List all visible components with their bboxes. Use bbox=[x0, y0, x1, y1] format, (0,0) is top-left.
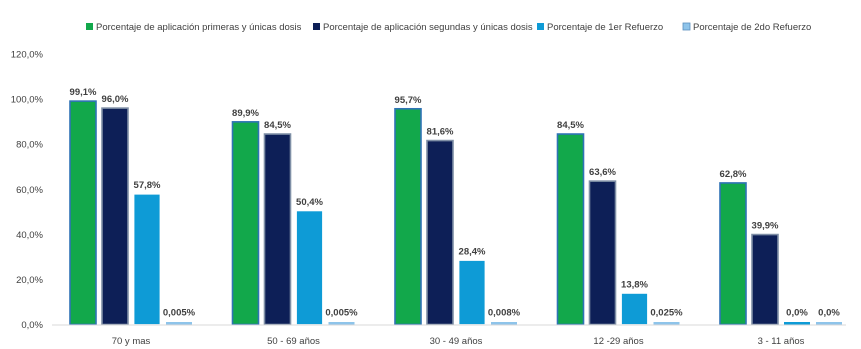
data-label: 13,8% bbox=[621, 279, 648, 290]
category-label: 3 - 11 años bbox=[758, 336, 805, 347]
bar bbox=[426, 139, 454, 326]
data-label: 81,6% bbox=[427, 127, 454, 138]
data-label: 57,8% bbox=[134, 180, 161, 191]
legend-swatch bbox=[682, 22, 691, 31]
bar bbox=[621, 292, 648, 325]
bar bbox=[328, 322, 355, 325]
y-tick-label: 80,0% bbox=[16, 140, 43, 151]
data-label: 0,005% bbox=[325, 308, 358, 319]
legend-item: Porcentaje de 1er Refuerzo bbox=[537, 22, 663, 33]
legend-item: Porcentaje de 2do Refuerzo bbox=[682, 22, 811, 33]
data-label: 39,9% bbox=[752, 221, 779, 232]
legend-item: Porcentaje de aplicación segundas y únic… bbox=[313, 22, 533, 33]
legend-label: Porcentaje de aplicación primeras y únic… bbox=[96, 22, 302, 33]
bar bbox=[263, 133, 292, 326]
category-group: 89,9% 84,5% 50,4% 0,005% bbox=[231, 108, 358, 326]
data-label: 28,4% bbox=[459, 246, 486, 257]
y-tick-label: 60,0% bbox=[16, 185, 43, 196]
bar bbox=[653, 322, 680, 325]
legend-item: Porcentaje de aplicación primeras y únic… bbox=[86, 22, 302, 33]
y-tick-label: 40,0% bbox=[16, 230, 43, 241]
category-label: 70 y mas bbox=[112, 336, 151, 347]
bar bbox=[296, 210, 323, 325]
bar bbox=[166, 322, 192, 325]
bar bbox=[231, 121, 260, 326]
bar bbox=[394, 107, 422, 326]
data-label: 0,025% bbox=[650, 308, 683, 319]
legend-swatch bbox=[537, 23, 544, 30]
bars: 99,1% 96,0% 57,8% 0,005% 89,9% 84,5% 50,4% 0,00… bbox=[69, 87, 842, 326]
category-label: 30 - 49 años bbox=[430, 336, 483, 347]
bar bbox=[101, 107, 129, 326]
y-tick-label: 0,0% bbox=[21, 320, 43, 331]
data-label: 89,9% bbox=[232, 108, 259, 119]
data-label: 84,5% bbox=[557, 120, 584, 131]
y-tick-label: 100,0% bbox=[11, 95, 44, 106]
data-label: 62,8% bbox=[720, 169, 747, 180]
category-label: 50 - 69 años bbox=[267, 336, 320, 347]
legend-label: Porcentaje de aplicación segundas y únic… bbox=[323, 22, 533, 33]
bar bbox=[751, 233, 779, 326]
data-label: 95,7% bbox=[395, 95, 422, 106]
y-tick-label: 120,0% bbox=[11, 50, 44, 61]
legend-label: Porcentaje de 1er Refuerzo bbox=[547, 22, 663, 33]
data-label: 0,0% bbox=[786, 308, 808, 319]
y-tick-label: 20,0% bbox=[16, 275, 43, 286]
bar bbox=[491, 322, 517, 325]
legend-swatch bbox=[313, 23, 320, 30]
bar bbox=[588, 180, 617, 326]
data-label: 99,1% bbox=[70, 87, 97, 98]
bar bbox=[133, 193, 161, 325]
data-label: 0,005% bbox=[163, 308, 196, 319]
data-label: 96,0% bbox=[102, 94, 129, 105]
legend: Porcentaje de aplicación primeras y únic… bbox=[86, 22, 811, 33]
bar bbox=[458, 260, 486, 325]
data-label: 0,0% bbox=[818, 308, 840, 319]
bar bbox=[719, 182, 747, 326]
bar bbox=[784, 322, 810, 325]
y-axis: 0,0% 20,0% 40,0% 60,0% 80,0% 100,0% 120,0% bbox=[11, 50, 44, 332]
data-label: 0,008% bbox=[488, 308, 521, 319]
bar bbox=[69, 100, 97, 326]
category-group: 99,1% 96,0% 57,8% 0,005% bbox=[69, 87, 196, 326]
bar bbox=[556, 133, 585, 326]
data-label: 50,4% bbox=[296, 197, 323, 208]
data-label: 84,5% bbox=[264, 120, 291, 131]
category-label: 12 -29 años bbox=[593, 336, 643, 347]
data-label: 63,6% bbox=[589, 167, 616, 178]
bar bbox=[816, 322, 842, 325]
x-axis: 70 y mas 50 - 69 años 30 - 49 años 12 -29 a… bbox=[52, 324, 846, 347]
category-group: 84,5% 63,6% 13,8% 0,025% bbox=[556, 120, 683, 326]
legend-swatch bbox=[86, 23, 93, 30]
legend-label: Porcentaje de 2do Refuerzo bbox=[693, 22, 811, 33]
